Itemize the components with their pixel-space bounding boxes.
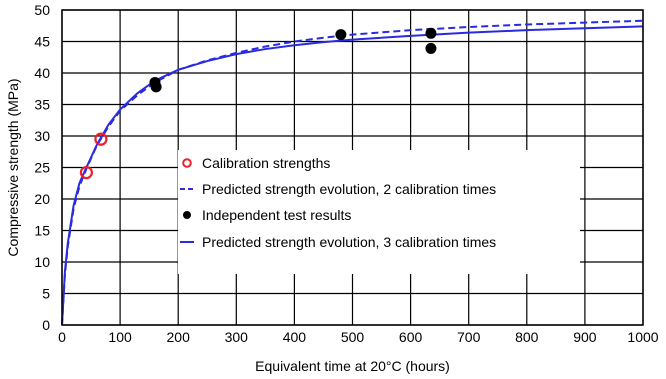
y-axis-label: Compressive strength (MPa): [5, 78, 21, 256]
x-tick-label: 600: [399, 329, 423, 345]
legend: Calibration strengths Predicted strength …: [178, 150, 580, 274]
x-tick-label: 700: [457, 329, 481, 345]
legend-label: Calibration strengths: [202, 155, 330, 171]
legend-marker-test-results: [183, 211, 191, 219]
legend-label: Predicted strength evolution, 3 calibrat…: [202, 234, 496, 250]
x-tick-label: 200: [167, 329, 191, 345]
series-points: [79, 27, 437, 180]
x-tick-label: 800: [515, 329, 539, 345]
y-tick-label: 25: [34, 160, 50, 176]
x-tick-label: 900: [573, 329, 597, 345]
x-tick-label: 400: [283, 329, 307, 345]
y-tick-label: 10: [34, 254, 50, 270]
x-axis-label: Equivalent time at 20°C (hours): [255, 358, 450, 374]
test-result-point: [150, 81, 162, 93]
x-tick-label: 0: [58, 329, 66, 345]
x-tick-label: 100: [108, 329, 132, 345]
x-tick-label: 300: [225, 329, 249, 345]
y-tick-label: 15: [34, 223, 50, 239]
calibration-point: [94, 132, 108, 146]
legend-background: [178, 150, 580, 274]
test-result-point: [425, 27, 437, 39]
x-tick-label: 500: [341, 329, 365, 345]
plot-frame: [61, 9, 644, 326]
calibration-point: [79, 165, 94, 180]
y-tick-label: 0: [42, 317, 50, 333]
legend-label: Predicted strength evolution, 2 calibrat…: [202, 181, 496, 197]
y-tick-label: 50: [34, 2, 50, 18]
x-tick-labels: 0 100 200 300 400 500 600 700 800 900 1000: [58, 329, 659, 345]
y-tick-label: 45: [34, 34, 50, 50]
y-tick-label: 30: [34, 128, 50, 144]
test-result-point: [425, 42, 437, 54]
test-result-point: [335, 29, 347, 41]
y-tick-label: 35: [34, 97, 50, 113]
x-tick-label: 1000: [627, 329, 658, 345]
y-tick-label: 40: [34, 65, 50, 81]
y-tick-label: 5: [42, 286, 50, 302]
legend-marker-calibration: [182, 158, 192, 168]
legend-label: Independent test results: [202, 207, 351, 223]
y-tick-labels: 0 5 10 15 20 25 30 35 40 45 50: [34, 2, 50, 333]
y-tick-label: 20: [34, 191, 50, 207]
